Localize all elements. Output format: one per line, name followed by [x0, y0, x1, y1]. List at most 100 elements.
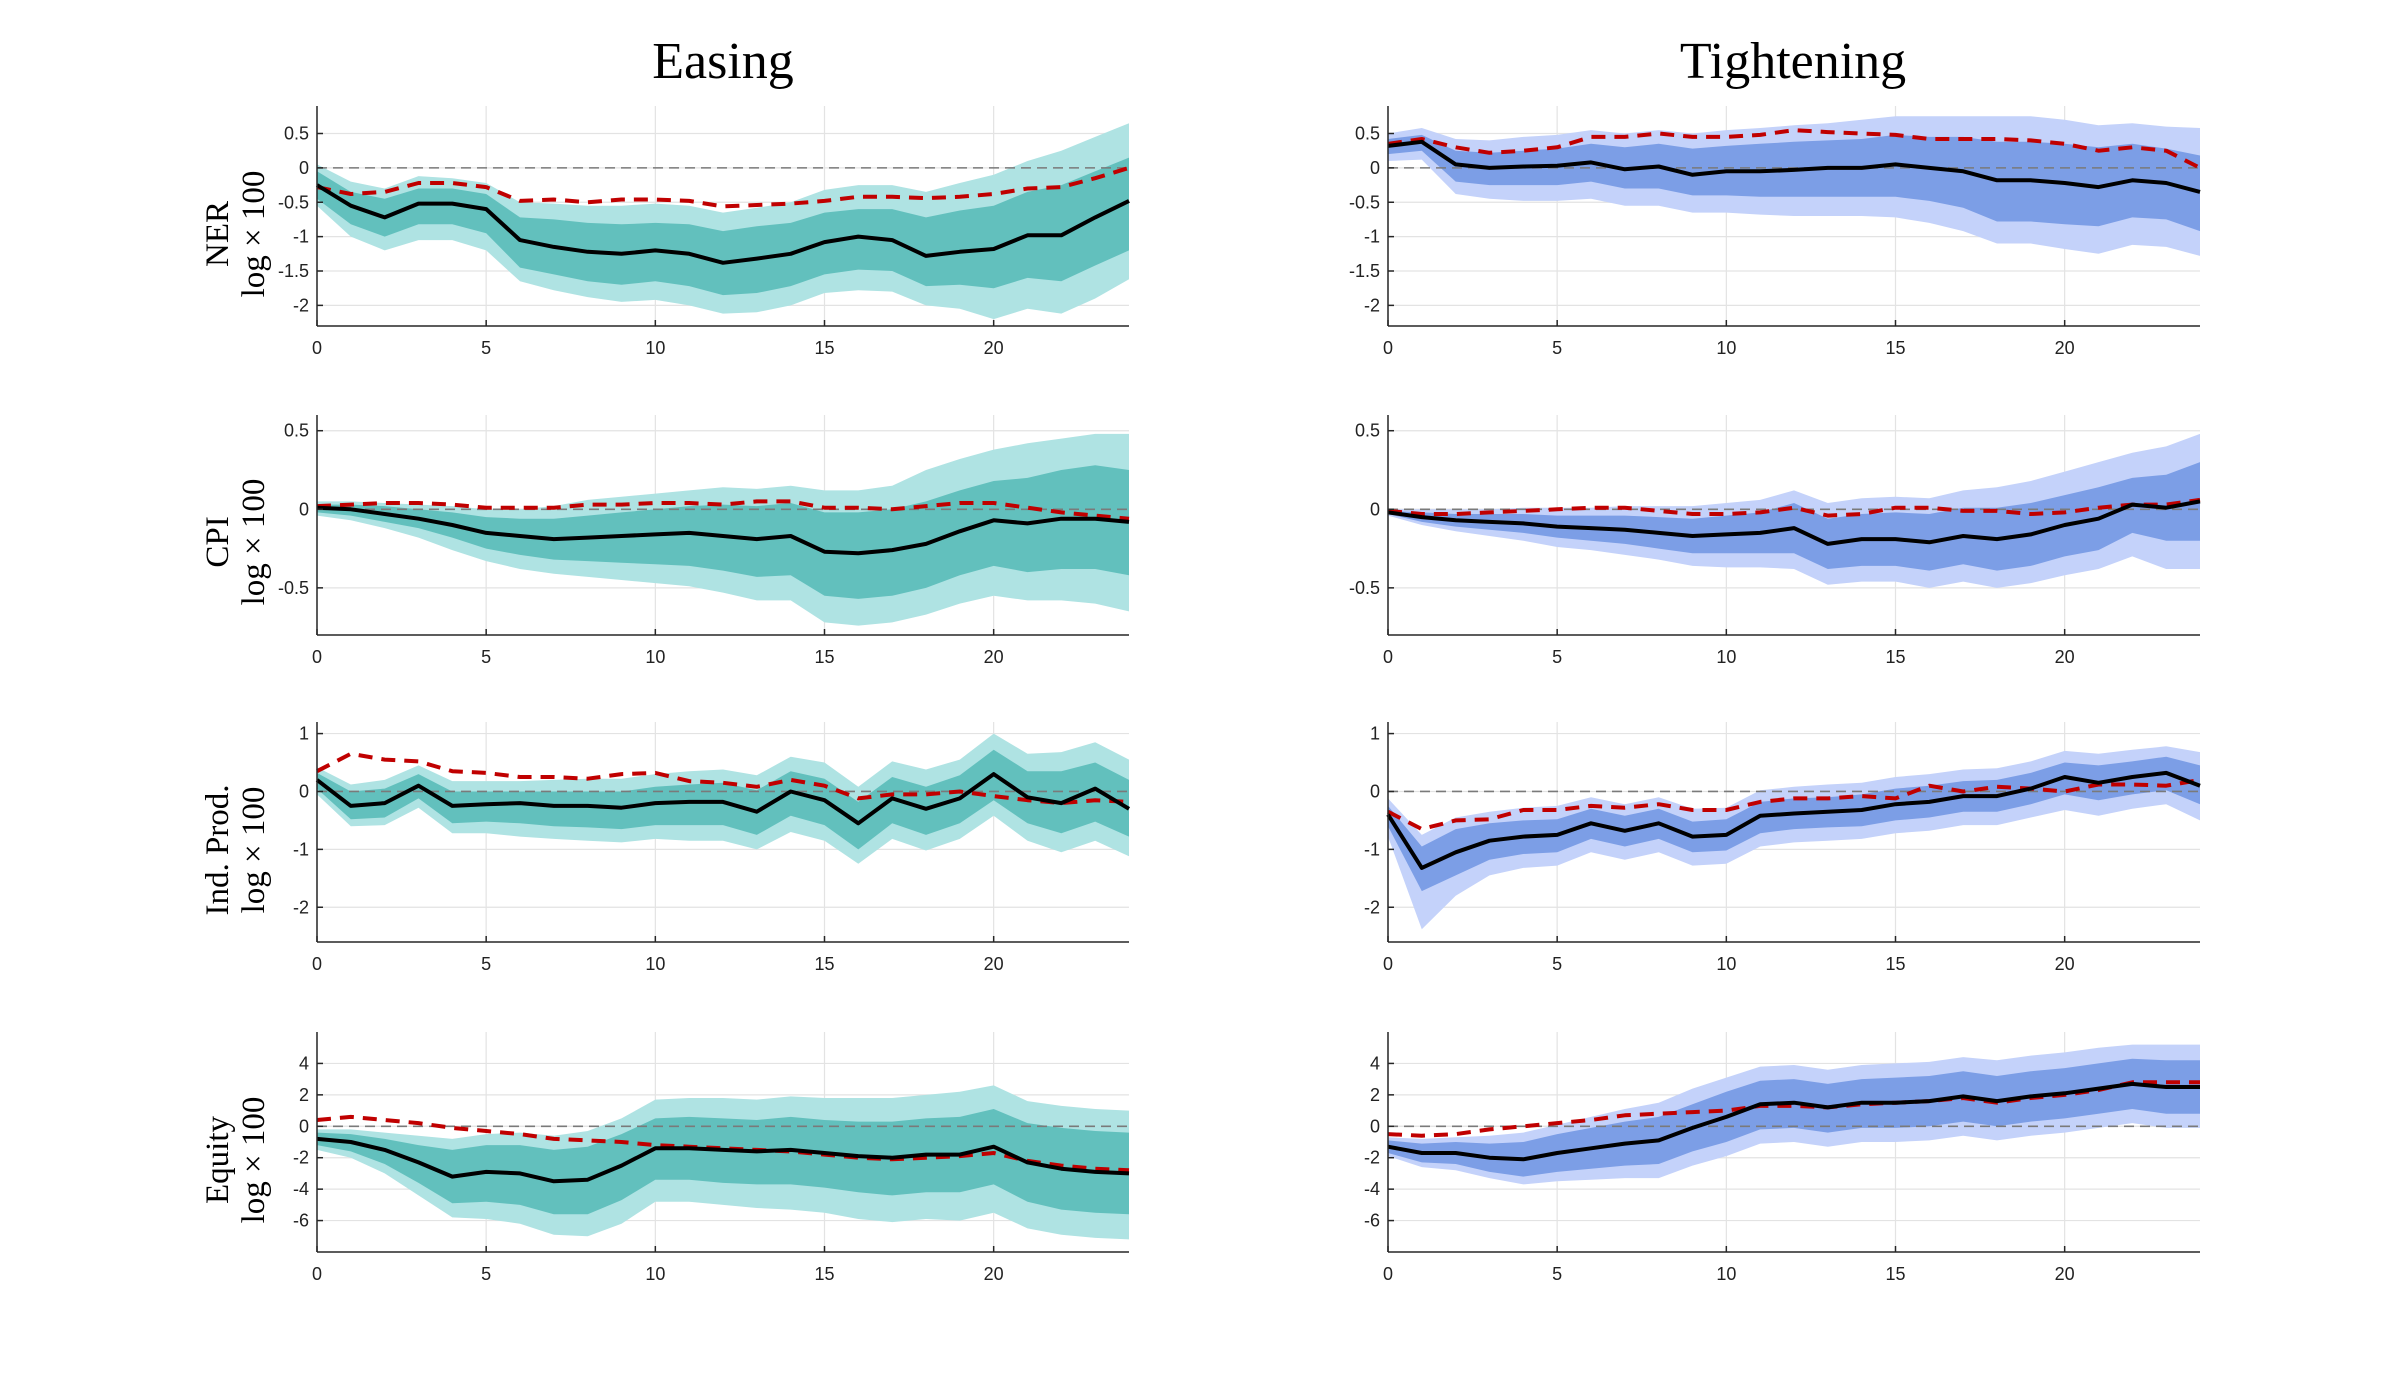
inner-credible-band [1388, 756, 2200, 892]
x-tick-label: 10 [1716, 647, 1736, 667]
y-tick-label: -2 [1364, 897, 1380, 917]
x-tick-label: 10 [1716, 954, 1736, 974]
panel-easing-ner: 0 5 10 15 20 0.5 0 -0.5 -1 -1.5 -2 [278, 106, 1130, 358]
y-tick-label: -4 [293, 1179, 309, 1199]
x-tick-label: 15 [814, 1264, 834, 1284]
row-label-equity: Equity log × 100 [200, 1097, 272, 1224]
x-tick-label: 20 [984, 338, 1004, 358]
inner-credible-band [317, 749, 1129, 850]
y-tick-label: 0.5 [284, 421, 309, 441]
y-tick-label: 0 [299, 1116, 309, 1136]
x-tick-label: 15 [1885, 954, 1905, 974]
x-tick-label: 15 [814, 338, 834, 358]
x-tick-label: 15 [814, 954, 834, 974]
inner-credible-band [1388, 462, 2200, 571]
y-tick-label: -0.5 [1349, 578, 1380, 598]
x-tick-label: 20 [2055, 1264, 2075, 1284]
panel-easing-cpi: 0 5 10 15 20 0.5 0 -0.5 [278, 415, 1130, 667]
x-tick-label: 0 [312, 954, 322, 974]
x-tick-label: 15 [1885, 1264, 1905, 1284]
y-tick-label: 0 [1370, 158, 1380, 178]
x-tick-label: 5 [481, 1264, 491, 1284]
y-tick-label: -2 [293, 1148, 309, 1168]
x-tick-label: 10 [645, 1264, 665, 1284]
x-tick-label: 20 [2055, 954, 2075, 974]
row-label-unit: log × 100 [236, 171, 272, 298]
x-tick-label: 15 [1885, 338, 1905, 358]
y-tick-label: 0.5 [1355, 421, 1380, 441]
x-tick-label: 5 [481, 338, 491, 358]
x-tick-label: 5 [1552, 338, 1562, 358]
median-response-line [1387, 139, 2201, 194]
median-response-line [1387, 499, 2201, 546]
counterfactual-line [316, 499, 1130, 521]
panels: 0 5 10 15 200.50-0.5-1-1.5-20 5 10 15 200.50-0.5… [278, 106, 2201, 1284]
x-tick-label: 20 [984, 954, 1004, 974]
x-tick-label: 15 [814, 647, 834, 667]
y-tick-label: 1 [1370, 724, 1380, 744]
y-tick-label: -1.5 [1349, 261, 1380, 281]
x-tick-label: 0 [1383, 338, 1393, 358]
y-tick-label: 0.5 [284, 124, 309, 144]
median-response-line [315, 772, 1131, 826]
row-label-unit: log × 100 [236, 787, 272, 914]
y-tick-label: -1 [1364, 227, 1380, 247]
median-response-line [316, 505, 1130, 556]
y-tick-label: 0 [1370, 1116, 1380, 1136]
row-label-var: NER [200, 201, 236, 267]
x-tick-label: 5 [1552, 1264, 1562, 1284]
x-tick-label: 10 [1716, 338, 1736, 358]
column-title-tightening: Tightening [1680, 33, 1906, 90]
median-response-line [315, 183, 1130, 265]
y-tick-label: 0.5 [1355, 124, 1380, 144]
median-response-line [316, 1136, 1130, 1184]
y-tick-label: -0.5 [1349, 192, 1380, 212]
row-label-unit: log × 100 [236, 479, 272, 606]
x-tick-label: 10 [645, 647, 665, 667]
row-label-var: Equity [200, 1116, 236, 1204]
y-tick-label: -1.5 [278, 261, 309, 281]
inner-credible-band [1388, 134, 2200, 232]
y-tick-label: 4 [1370, 1053, 1380, 1073]
y-tick-label: -2 [293, 897, 309, 917]
row-label-ind-prod: Ind. Prod. log × 100 [200, 784, 272, 915]
median-response-line [1387, 1081, 2200, 1162]
x-tick-label: 0 [1383, 647, 1393, 667]
inner-credible-band [317, 465, 1129, 599]
x-tick-label: 5 [1552, 647, 1562, 667]
y-tick-label: 0 [1370, 499, 1380, 519]
counterfactual-line [316, 751, 1130, 806]
y-tick-label: -2 [1364, 295, 1380, 315]
x-tick-label: 10 [645, 954, 665, 974]
row-label-cpi: CPI log × 100 [200, 479, 272, 606]
y-tick-label: -1 [293, 227, 309, 247]
y-tick-label: 0 [299, 499, 309, 519]
counterfactual-line [1387, 777, 2201, 832]
x-tick-label: 0 [312, 647, 322, 667]
y-tick-label: -1 [1364, 839, 1380, 859]
inner-credible-band [317, 1109, 1129, 1215]
x-tick-label: 20 [984, 1264, 1004, 1284]
column-title-easing: Easing [652, 33, 794, 90]
row-label-ner: NER log × 100 [200, 171, 272, 298]
y-tick-label: -0.5 [278, 578, 309, 598]
counterfactual-line [316, 1114, 1130, 1173]
x-tick-label: 15 [1885, 647, 1905, 667]
y-tick-label: -0.5 [278, 192, 309, 212]
x-tick-label: 0 [1383, 1264, 1393, 1284]
x-tick-label: 10 [1716, 1264, 1736, 1284]
y-tick-label: 0 [299, 158, 309, 178]
y-tick-label: 0 [299, 781, 309, 801]
counterfactual-line [1387, 497, 2201, 518]
row-label-var: Ind. Prod. [200, 784, 236, 915]
x-tick-label: 20 [984, 647, 1004, 667]
x-tick-label: 0 [1383, 954, 1393, 974]
y-tick-label: -1 [293, 839, 309, 859]
y-tick-label: -6 [293, 1211, 309, 1231]
x-tick-label: 5 [481, 954, 491, 974]
y-tick-label: -2 [293, 295, 309, 315]
